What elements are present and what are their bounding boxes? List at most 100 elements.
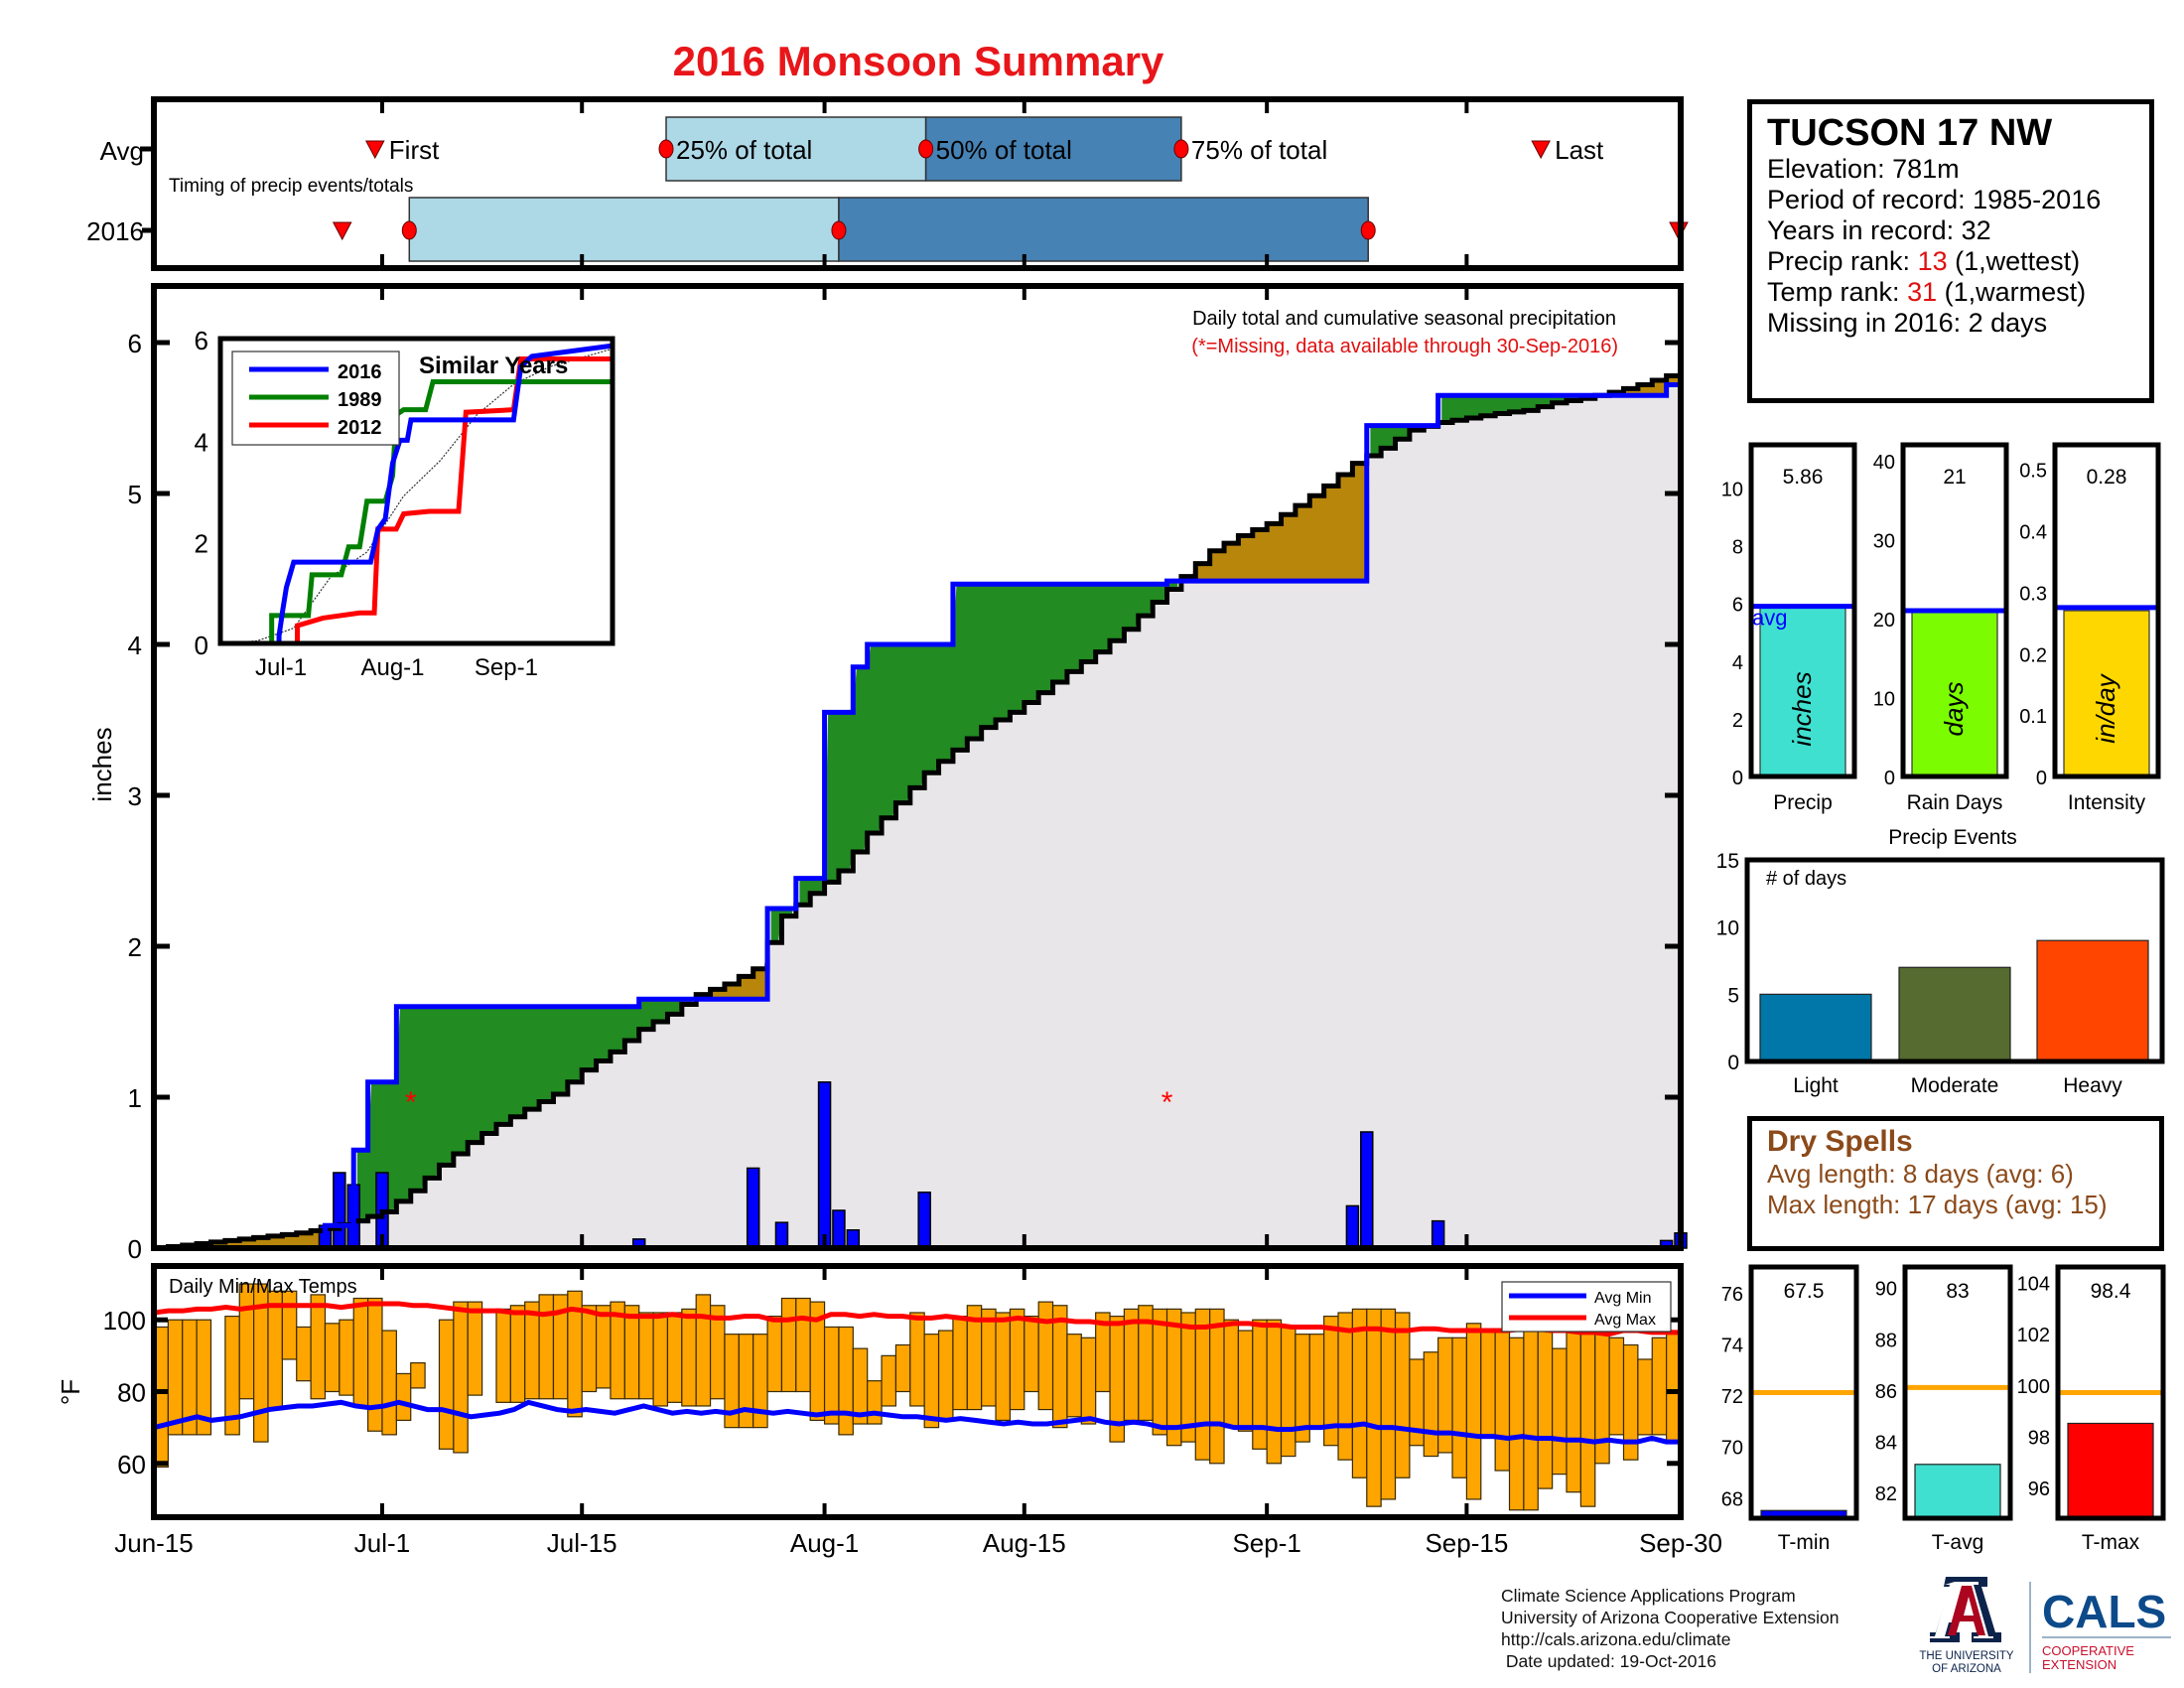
temp-rank-label: Temp rank: [1767,277,1908,307]
temp-range-bar [1637,1358,1653,1436]
daily-precip-bar [746,1167,760,1249]
logo-text: CALS [2042,1586,2166,1637]
stat-bar-rain-days [1911,610,1998,777]
temp-ytick-label: 100 [103,1306,146,1336]
stat-ytick-label: 0.4 [2019,522,2047,544]
temp-range-bar [1380,1308,1397,1500]
temp-ytick-label: 60 [117,1450,146,1479]
temp-stat-ytick-label: 68 [1721,1488,1743,1510]
avg-first-label: First [389,135,440,165]
temp-range-bar [666,1312,683,1403]
temp-range-bar [881,1354,897,1407]
inset-series-2016 [220,343,614,646]
event-ylabel: # of days [1766,868,1846,890]
temp-range-bar [509,1305,526,1403]
temp-range-bar [238,1283,255,1400]
precip-ytick-label: 5 [128,480,142,509]
temp-range-bar [1579,1330,1596,1507]
temp-range-bar [367,1297,383,1432]
temp-rank-value: 31 [1907,277,1938,307]
temp-range-bar [1480,1330,1496,1440]
temp-stat-frame [1902,1264,2013,1521]
cumulative-2016-line [154,363,1684,1251]
temp-stat-ytick-label: 72 [1721,1386,1743,1408]
temp-stat-ytick-label: 76 [1721,1284,1743,1306]
temp-stat-label: T-avg [1932,1531,1984,1554]
temp-stat-ytick-label: 90 [1875,1279,1897,1301]
avg-last-label: Last [1555,135,1604,165]
station-elevation: Elevation: 781m [1767,154,1960,184]
temp-range-bar [296,1326,312,1382]
stat-ytick-label: 40 [1873,452,1895,474]
missing-data-marker: * [405,1086,417,1119]
stat-label: Precip [1773,791,1833,814]
temp-range-bar [1651,1336,1668,1436]
temp-range-bar [267,1290,283,1411]
precip-ylabel: inches [87,727,117,801]
temp-stat-label: T-min [1778,1531,1831,1554]
daily-precip-bar [1345,1204,1360,1249]
precip-rank: Precip rank: 13 (1,wettest) [1767,246,2149,277]
arizona-a-logo-icon: THE UNIVERSITY OF ARIZONA CALS COOPERATI… [1919,1577,2171,1675]
temp-stat-value-label: 67.5 [1784,1280,1825,1303]
stat-ytick-label: 8 [1732,537,1743,559]
temp-range-bar [1266,1319,1283,1465]
above-average-area [799,581,1178,906]
temp-range-bar [1494,1330,1511,1472]
stat-frame [1900,442,2009,779]
temp-range-bar [1080,1336,1097,1425]
temp-range-bar [981,1308,997,1407]
stat-ytick-label: 0 [1884,768,1895,789]
temp-frame [151,1263,1684,1520]
temp-chart-title: Daily Min/Max Temps [169,1276,357,1298]
inset-xtick-label: Sep-1 [475,654,538,681]
temp-range-bar [952,1315,968,1411]
date-axis-label: Sep-30 [1639,1528,1722,1558]
events-frame [1744,857,2165,1064]
temp-range-bar [1123,1308,1140,1422]
daily-precip-bar [1360,1131,1374,1249]
event-bar-light [1759,993,1872,1062]
precip-chart-subtitle: (*=Missing, data available through 30-Se… [1191,336,1618,357]
temp-bars [154,1283,1681,1511]
footer-line: University of Arizona Cooperative Extens… [1501,1608,1840,1627]
temp-legend: Avg Min Avg Max [1501,1281,1672,1333]
temp-range-bar [1337,1312,1354,1461]
stat-frame [2052,442,2161,779]
precip-ytick-label: 2 [128,932,142,962]
2016-first-marker [332,221,352,241]
stat-ytick-label: 0.3 [2019,583,2047,605]
temp-stat-ytick-label: 84 [1875,1433,1897,1455]
date-axis-label: Sep-15 [1425,1528,1508,1558]
temp-range-bar [937,1330,954,1422]
temp-range-bar [867,1380,883,1425]
daily-precip-bar [333,1172,346,1249]
logo-text: OF ARIZONA [1932,1663,2001,1675]
temp-range-bar [638,1312,654,1400]
avg-last-marker [1531,140,1551,160]
stat-ytick-label: 4 [1732,652,1743,674]
temp-stat-ytick-label: 102 [2017,1325,2050,1346]
temp-stat-ytick-label: 74 [1721,1335,1743,1356]
event-ytick-label: 5 [1727,984,1739,1007]
temp-stat-bar-t-avg [1914,1464,2001,1519]
event-bar-moderate [1898,966,2011,1062]
footer-line: Climate Science Applications Program [1501,1586,1796,1606]
missing-data-marker: * [1161,1086,1173,1119]
daily-precip-bar [917,1192,931,1249]
precip-ytick-label: 1 [128,1083,142,1113]
temp-range-bar [339,1319,354,1396]
stat-ytick-label: 2 [1732,710,1743,732]
precip-ytick-label: 4 [128,631,142,660]
temp-ylabel: °F [56,1379,85,1405]
date-axis-label: Aug-15 [983,1528,1066,1558]
footer-link[interactable]: http://cals.arizona.edu/climate [1501,1629,1731,1649]
temp-range-bar [1308,1334,1325,1429]
temp-range-bar [1508,1336,1525,1511]
daily-precip-bar [774,1221,789,1249]
temp-range-bar [623,1305,640,1400]
avg-50-marker [918,139,934,159]
temp-range-bar [1037,1301,1054,1411]
footer-credits: Climate Science Applications Program Uni… [1501,1585,1839,1672]
